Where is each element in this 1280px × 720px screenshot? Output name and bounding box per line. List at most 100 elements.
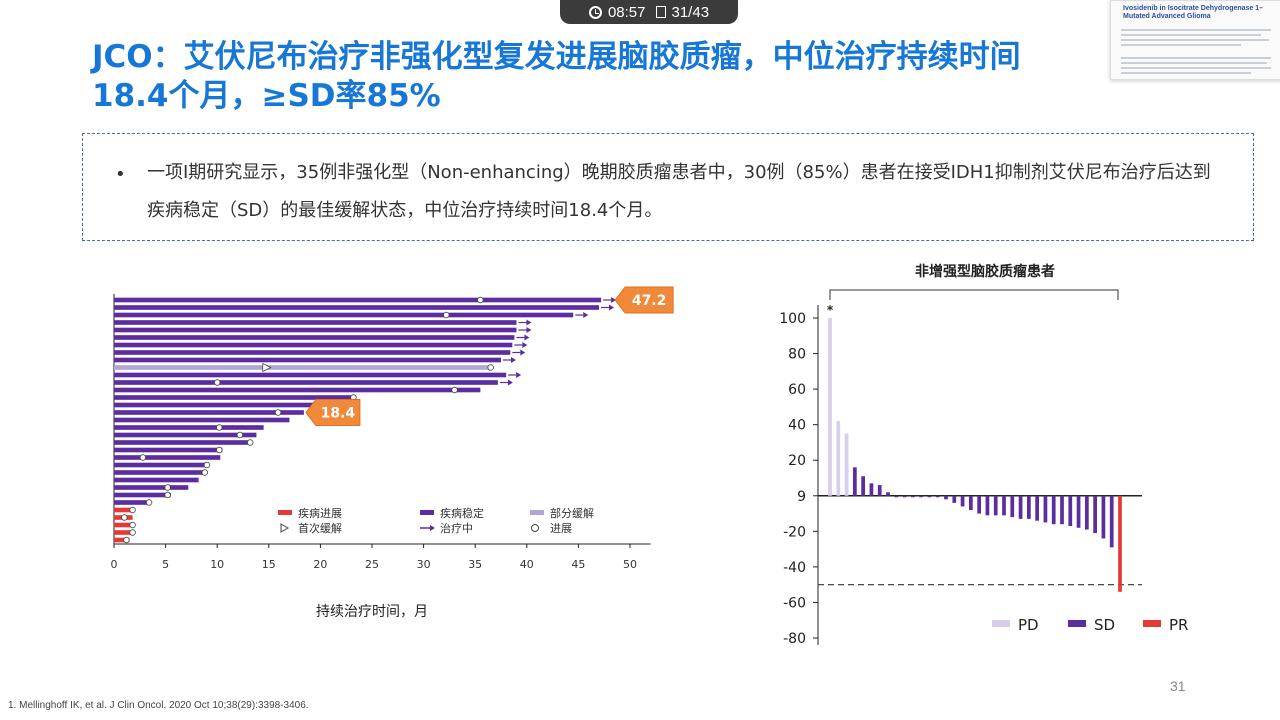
waterfall-bar (952, 495, 957, 503)
progression-circle (451, 386, 458, 394)
y-tick-label: 100 (779, 311, 806, 327)
x-tick-label: 20 (313, 558, 327, 571)
duration-bar (114, 440, 251, 445)
legend-label: PR (1169, 616, 1188, 634)
page-icon (655, 6, 666, 18)
waterfall-bar (960, 495, 965, 507)
ongoing-arrow-head (511, 357, 516, 363)
progression-circle (139, 454, 147, 461)
reference-footnote: 1. Mellinghoff IK, et al. J Clin Oncol. … (8, 700, 309, 711)
y-tick-label: -60 (783, 595, 806, 611)
waterfall-bar (844, 433, 849, 496)
swimmer-plot: 0 5 10 15 20 25 30 35 40 45 50 持续治疗时间，月 47.2 18.4 疾病进展… (111, 286, 674, 620)
progression-circle (145, 499, 153, 506)
x-tick-label: 30 (417, 558, 431, 571)
legend-label: 疾病稳定 (440, 506, 484, 520)
waterfall-bar (985, 495, 990, 516)
callout-label: 18.4 (321, 406, 356, 422)
progression-circle (129, 506, 136, 514)
duration-bar (114, 320, 517, 325)
progression-circle (129, 521, 136, 529)
bullet-point: • (115, 164, 126, 185)
progression-circle (164, 491, 171, 499)
waterfall-bar (828, 318, 832, 496)
summary-text: 一项I期研究显示，35例非强化型（Non-enhancing）晚期胶质瘤患者中，… (147, 162, 1211, 221)
paper-thumbnail[interactable]: Ivosidenib in Isocitrate Dehydrogenase 1… (1110, 0, 1280, 80)
duration-bar (114, 500, 151, 505)
duration-bar (114, 402, 342, 408)
waterfall-bar (968, 495, 973, 510)
waterfall-bar (935, 495, 940, 498)
legend-swatch-sd (420, 510, 434, 515)
y-tick-label: -20 (783, 524, 806, 540)
duration-bar (114, 485, 189, 490)
thumbnail-text-line (1121, 57, 1271, 59)
x-axis-label: 持续治疗时间，月 (316, 603, 428, 620)
progression-circle (236, 431, 244, 439)
duration-bar (114, 387, 481, 393)
duration-bar (114, 447, 223, 453)
y-tick-label: 9 (797, 489, 806, 505)
legend-label: 疾病进展 (298, 506, 342, 520)
duration-bar (114, 395, 354, 400)
waterfall-bar (894, 495, 899, 498)
legend-label: 治疗中 (440, 521, 473, 535)
progression-circle (129, 529, 136, 536)
legend-label: 首次缓解 (298, 521, 342, 535)
y-tick-label: 80 (788, 347, 806, 363)
duration-bar (114, 372, 507, 378)
legend-label: SD (1094, 616, 1115, 634)
waterfall-bar (852, 467, 857, 496)
legend-swatch (1068, 620, 1086, 627)
x-tick-label: 25 (365, 558, 379, 571)
y-tick-label: 40 (788, 418, 806, 434)
waterfall-bar (836, 421, 841, 496)
title-bracket (829, 289, 1119, 300)
callout-badge (305, 399, 361, 426)
waterfall-bar (1043, 495, 1048, 523)
waterfall-bar (902, 495, 907, 498)
progression-circle (443, 311, 450, 319)
ongoing-arrow-head (526, 327, 532, 333)
summary-box: • 一项I期研究显示，35例非强化型（Non-enhancing）晚期胶质瘤患者… (82, 133, 1254, 241)
page-counter: 31/43 (671, 3, 710, 21)
waterfall-bar (1010, 495, 1015, 518)
thumbnail-text-line (1121, 34, 1261, 36)
slide-title: JCO：艾伏尼布治疗非强化型复发进展脑胶质瘤，中位治疗持续时间18.4个月，≥S… (92, 39, 1021, 114)
waterfall-bar (1084, 495, 1089, 530)
waterfall-bar (1093, 495, 1098, 534)
waterfall-bar (869, 483, 874, 496)
duration-bar (114, 365, 491, 370)
ongoing-arrow-head (583, 312, 589, 318)
progression-circle (203, 461, 211, 469)
legend-label: 进展 (550, 522, 572, 535)
duration-bar (114, 417, 290, 423)
legend-swatch (992, 620, 1010, 627)
duration-bar (114, 470, 205, 475)
waterfall-bar (1060, 495, 1064, 525)
ongoing-arrow-head (526, 319, 532, 326)
waterfall-bar (861, 476, 866, 496)
waterfall-bar (919, 495, 924, 498)
waterfall-bar (1118, 495, 1122, 592)
x-tick-label: 10 (210, 558, 224, 571)
duration-bar (114, 342, 513, 348)
ongoing-arrow-head (520, 349, 526, 356)
clock-icon (588, 5, 602, 19)
duration-bar (114, 327, 517, 333)
x-tick-label: 35 (468, 558, 482, 571)
duration-bar (114, 312, 574, 318)
progression-circle (201, 469, 209, 476)
ongoing-arrow-head (524, 334, 530, 341)
thumbnail-text-line (1121, 29, 1271, 31)
presentation-status-bar: 08:57 31/43 (560, 0, 738, 24)
duration-bar (114, 462, 207, 468)
waterfall-bar (877, 485, 882, 496)
duration-bar (114, 425, 264, 430)
y-tick-label: 20 (788, 453, 806, 469)
thumbnail-text-line (1121, 72, 1251, 74)
waterfall-bar (944, 495, 948, 500)
legend-swatch-pr (530, 510, 544, 515)
x-tick-label: 0 (111, 558, 118, 571)
waterfall-bar (1026, 495, 1031, 519)
